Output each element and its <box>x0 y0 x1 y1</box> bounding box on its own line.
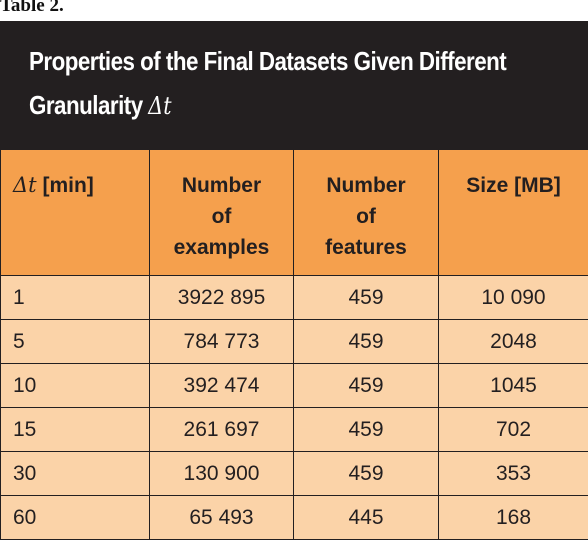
header-number-of-examples: Number of examples <box>149 149 294 276</box>
table-title-box: Properties of the Final Datasets Given D… <box>0 21 588 149</box>
cell-features: 459 <box>293 407 439 452</box>
cell-examples: 261 697 <box>149 407 294 452</box>
cell-dt: 10 <box>0 363 150 408</box>
cell-dt: 30 <box>0 451 150 496</box>
header-features-line-1: Number <box>326 174 406 197</box>
header-examples-line-2: of <box>211 205 232 228</box>
cell-features: 459 <box>293 275 439 320</box>
header-number-of-features: Number of features <box>293 149 439 276</box>
cell-features: 459 <box>293 451 439 496</box>
cell-size: 10 090 <box>438 275 588 320</box>
table-title-math: Δt <box>148 92 172 120</box>
cell-examples: 65 493 <box>149 495 294 540</box>
table-row: 10 392 474 459 1045 <box>0 363 588 408</box>
cell-examples: 392 474 <box>149 363 294 408</box>
header-size-mb: Size [MB] <box>438 149 588 276</box>
datasets-table: Δt [min] Number of examples Number of fe… <box>0 149 588 540</box>
header-dt-unit: [min] <box>42 174 94 197</box>
cell-dt: 1 <box>0 275 150 320</box>
header-examples-line-1: Number <box>181 174 262 197</box>
table-label: Table 2. <box>0 0 64 16</box>
table-row: 5 784 773 459 2048 <box>0 319 588 364</box>
table-title-text: Granularity <box>29 90 143 120</box>
cell-dt: 15 <box>0 407 150 452</box>
table-title-line-1: Properties of the Final Datasets Given D… <box>29 46 507 76</box>
cell-size: 168 <box>438 495 588 540</box>
cell-features: 459 <box>293 319 439 364</box>
header-dt-symbol: Δt <box>13 173 37 197</box>
cell-size: 2048 <box>438 319 588 364</box>
cell-examples: 784 773 <box>149 319 294 364</box>
cell-features: 445 <box>293 495 439 540</box>
cell-examples: 130 900 <box>149 451 294 496</box>
table-row: 30 130 900 459 353 <box>0 451 588 496</box>
cell-size: 702 <box>438 407 588 452</box>
cell-examples: 3922 895 <box>149 275 294 320</box>
header-dt-min: Δt [min] <box>0 149 150 276</box>
cell-dt: 5 <box>0 319 150 364</box>
table-title-line-2: Granularity Δt <box>29 83 510 128</box>
table-row: 1 3922 895 459 10 090 <box>0 275 588 320</box>
cell-size: 1045 <box>438 363 588 408</box>
cell-dt: 60 <box>0 495 150 540</box>
table-header-row: Δt [min] Number of examples Number of fe… <box>0 149 588 276</box>
cell-features: 459 <box>293 363 439 408</box>
header-examples-line-3: examples <box>173 236 270 259</box>
table-row: 15 261 697 459 702 <box>0 407 588 452</box>
header-features-line-2: of <box>356 205 376 228</box>
cell-size: 353 <box>438 451 588 496</box>
header-features-line-3: features <box>325 236 407 259</box>
table-row: 60 65 493 445 168 <box>0 495 588 540</box>
